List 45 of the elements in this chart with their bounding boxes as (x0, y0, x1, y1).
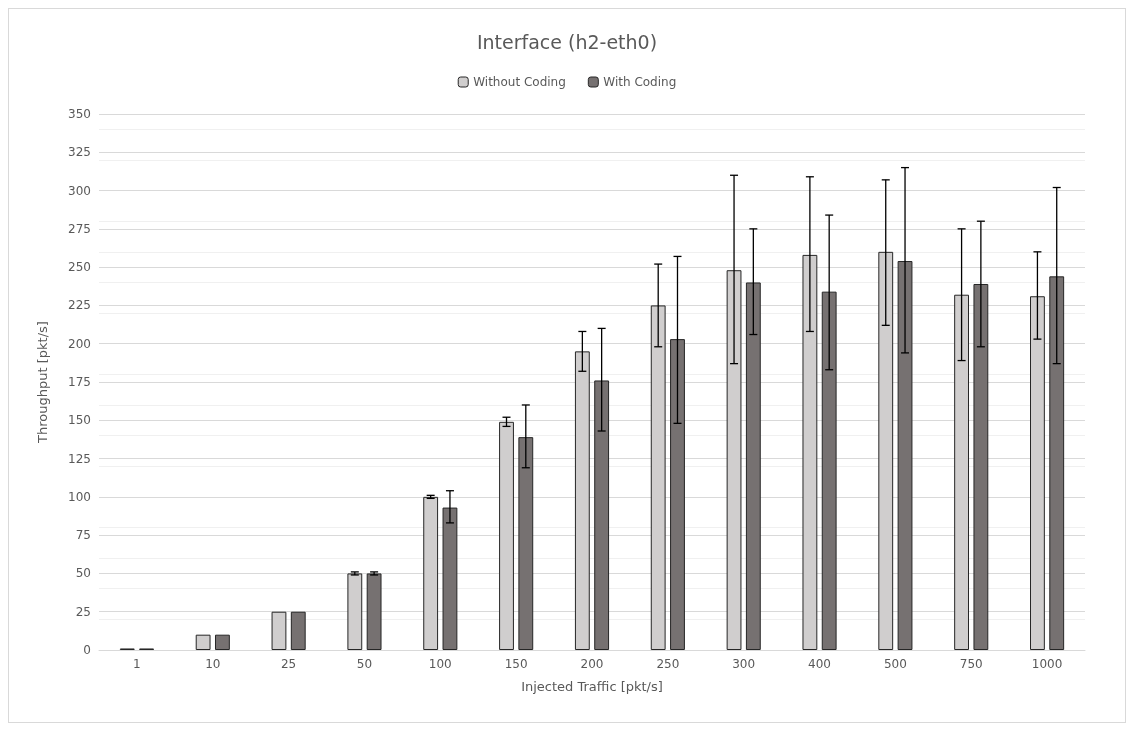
bar (821, 291, 837, 650)
y-tick-label: 75 (75, 528, 91, 543)
y-tick-label: 325 (68, 145, 91, 160)
x-tick-label: 100 (428, 657, 452, 671)
y-tick-label: 175 (68, 375, 91, 389)
y-axis-title: Throughput [pkt/s] (35, 321, 50, 444)
bar (973, 283, 989, 650)
x-tick-label: 300 (732, 657, 756, 671)
y-tick-label: 150 (68, 413, 91, 428)
bar (594, 380, 610, 650)
bar (745, 282, 761, 650)
chart-title: Interface (h2-eth0) (476, 30, 658, 53)
y-tick-label: 0 (83, 643, 91, 657)
bar (518, 437, 534, 650)
x-tick-label: 500 (883, 657, 907, 671)
x-tick-label: 400 (808, 657, 831, 671)
y-tick-label: 350 (68, 107, 91, 121)
y-tick-label: 25 (75, 604, 91, 619)
bar (670, 339, 685, 650)
x-tick-label: 750 (959, 657, 983, 671)
x-tick-label: 50 (356, 657, 373, 671)
x-tick-label: 150 (504, 657, 528, 671)
x-tick-label: 25 (280, 657, 297, 671)
x-tick-label: 200 (580, 657, 604, 671)
x-tick-label: 250 (656, 657, 680, 671)
bar (1049, 276, 1065, 650)
x-tick-label: 1 (133, 657, 141, 671)
bar (290, 611, 306, 650)
legend-label: Without Coding (473, 75, 566, 89)
legend-label: With Coding (603, 75, 677, 89)
y-tick-label: 200 (68, 336, 91, 351)
y-tick-label: 50 (75, 566, 91, 581)
y-tick-label: 225 (68, 298, 91, 313)
bar (215, 634, 230, 650)
y-tick-label: 300 (68, 183, 91, 198)
y-tick-label: 100 (68, 489, 91, 504)
bar (897, 261, 913, 650)
bar (366, 573, 382, 650)
bar (442, 507, 458, 650)
y-tick-label: 125 (68, 451, 91, 466)
x-tick-label: 1000 (1031, 657, 1063, 671)
y-tick-label: 250 (68, 260, 91, 275)
y-tick-label: 275 (68, 221, 91, 236)
x-tick-label: 10 (205, 657, 221, 671)
x-axis-title: Injected Traffic [pkt/s] (521, 679, 663, 694)
